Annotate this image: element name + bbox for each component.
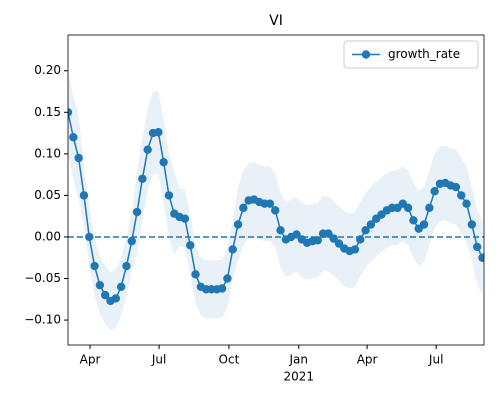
marker: [127, 236, 136, 246]
marker: [451, 182, 461, 192]
marker: [265, 199, 275, 208]
x-tick-label: Jul: [428, 353, 443, 367]
x-tick-label: Jul: [151, 353, 166, 367]
x-tick-label: Jan: [289, 353, 309, 367]
x-tick-label: Oct: [219, 353, 240, 367]
marker: [154, 128, 163, 137]
marker: [132, 207, 142, 217]
marker: [467, 220, 477, 229]
y-tick-label: 0.20: [34, 63, 61, 77]
x-tick-label: Apr: [80, 353, 101, 367]
marker: [478, 253, 484, 262]
marker: [239, 203, 248, 213]
legend-box: [343, 40, 479, 69]
marker: [180, 214, 190, 223]
confidence-band: [68, 70, 483, 331]
marker: [462, 199, 471, 208]
marker: [159, 157, 168, 167]
marker: [100, 290, 110, 300]
y-tick-label: 0.10: [34, 146, 61, 160]
marker: [366, 220, 376, 229]
marker: [143, 145, 152, 154]
marker: [95, 280, 105, 290]
marker: [138, 174, 147, 183]
marker: [361, 226, 370, 235]
marker: [85, 232, 94, 242]
y-tick-label: 0.15: [34, 105, 61, 119]
legend-label: growth_rate: [388, 47, 460, 61]
chart-title: VI: [269, 13, 283, 29]
marker: [228, 245, 237, 254]
marker: [191, 270, 200, 279]
marker: [223, 274, 232, 283]
marker: [403, 203, 413, 213]
marker: [79, 191, 89, 200]
marker: [122, 261, 131, 271]
marker: [271, 206, 280, 215]
marker: [313, 236, 322, 245]
marker: [164, 191, 174, 200]
y-tick-label: −0.05: [24, 271, 61, 285]
marker: [472, 242, 482, 252]
marker: [111, 294, 121, 303]
y-tick-label: 0.00: [34, 229, 61, 243]
marker: [69, 133, 78, 142]
x-year-label: 2021: [284, 370, 315, 384]
marker: [409, 216, 418, 225]
axes-frame: [67, 34, 485, 346]
marker: [74, 153, 83, 163]
marker: [233, 220, 243, 229]
plot-area: [68, 70, 484, 331]
y-tick-label: −0.10: [24, 313, 61, 327]
legend-marker: [361, 50, 371, 59]
y-tick-label: 0.05: [34, 188, 61, 202]
x-tick-label: Apr: [357, 353, 378, 367]
marker: [457, 191, 466, 200]
marker: [90, 261, 99, 271]
marker: [292, 230, 301, 239]
marker: [425, 203, 434, 213]
marker: [419, 220, 429, 229]
marker: [350, 245, 360, 254]
marker: [276, 226, 285, 235]
marker: [68, 108, 73, 117]
marker: [334, 239, 344, 248]
marker: [430, 187, 439, 196]
marker: [329, 234, 338, 243]
marker: [324, 229, 333, 238]
marker: [217, 284, 227, 293]
marker: [356, 235, 365, 244]
marker: [186, 241, 195, 250]
marker: [116, 282, 126, 292]
